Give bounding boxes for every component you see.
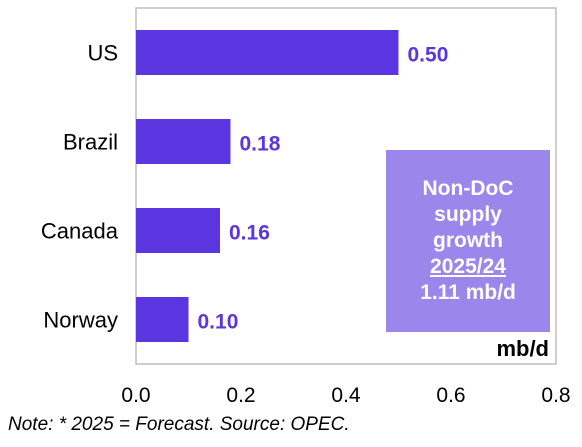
category-label-canada: Canada [41,219,119,244]
x-tick-label: 0.6 [436,384,465,407]
value-label-brazil: 0.18 [240,133,281,156]
bar-norway [136,297,189,342]
callout-line-2: supply [434,203,502,226]
x-tick-label: 0.0 [121,384,150,407]
callout-box [386,150,550,332]
category-label-us: US [87,41,118,66]
bar-brazil [136,119,231,164]
callout-text: Non-DoC supply growth 2025/24 1.11 mb/d [386,150,550,332]
value-label-us: 0.50 [408,44,449,67]
unit-label: mb/d [496,336,549,361]
category-label-brazil: Brazil [63,130,118,155]
plot-area-frame [135,7,557,365]
callout-line-4: 2025/24 [430,255,506,278]
value-label-canada: 0.16 [229,222,270,245]
x-tick-label: 0.2 [226,384,255,407]
x-tick-label: 0.4 [331,384,361,407]
value-label-norway: 0.10 [198,311,239,334]
x-tick-label: 0.8 [541,384,570,407]
category-label-norway: Norway [43,308,118,333]
bar-us [136,30,399,75]
callout-line-1: Non-DoC [422,177,514,200]
callout-line-5: 1.11 mb/d [420,281,516,304]
callout-line-3: growth [433,229,503,252]
source-note: Note: * 2025 = Forecast. Source: OPEC. [8,414,350,435]
bar-canada [136,208,220,253]
